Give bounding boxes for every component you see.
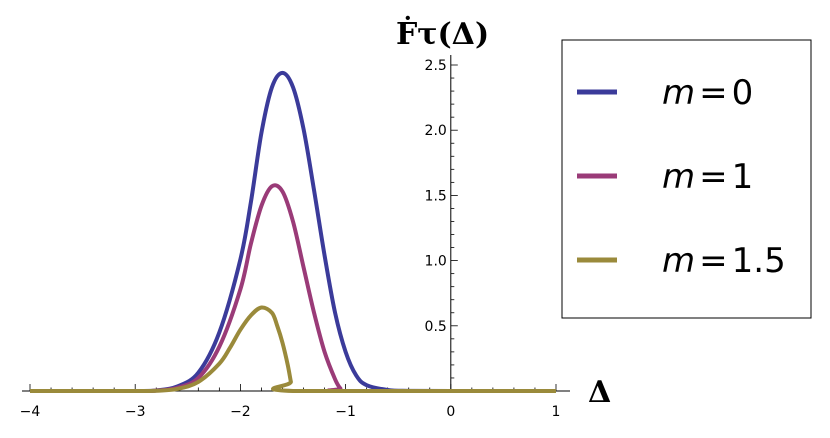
x-tick-label: −4 bbox=[20, 404, 41, 420]
legend-label-0: m = 0 bbox=[662, 73, 753, 113]
legend-box bbox=[561, 39, 812, 319]
axes: −4 −3 −2 −1 0 1 0.5 1.0 1.5 2.0 2.5 bbox=[20, 55, 570, 420]
legend-label-1: m = 1 bbox=[662, 157, 753, 197]
y-tick-label: 0.5 bbox=[425, 319, 447, 335]
legend-label-2: m = 1.5 bbox=[662, 241, 786, 281]
legend-variable: m bbox=[662, 241, 695, 281]
x-tick-label: −1 bbox=[335, 404, 356, 420]
legend-equals: = bbox=[699, 73, 728, 113]
x-axis-title: Δ bbox=[588, 375, 611, 410]
legend-equals: = bbox=[699, 157, 728, 197]
legend-value: 0 bbox=[732, 73, 754, 113]
legend-variable: m bbox=[662, 73, 695, 113]
y-tick-label: 1.5 bbox=[425, 188, 447, 204]
y-tick-label: 2.0 bbox=[425, 123, 447, 139]
legend-variable: m bbox=[662, 157, 695, 197]
legend: m = 0m = 1m = 1.5 bbox=[561, 39, 812, 319]
series-line-2 bbox=[30, 305, 556, 394]
y-tick-label: 2.5 bbox=[425, 58, 447, 74]
y-axis-title: Ḟτ(Δ) bbox=[396, 15, 489, 52]
series-curves bbox=[30, 70, 556, 394]
x-tick-label: −3 bbox=[125, 404, 146, 420]
series-line-0 bbox=[30, 70, 556, 393]
x-tick-label: −2 bbox=[230, 404, 251, 420]
y-tick-label: 1.0 bbox=[425, 254, 447, 270]
y-ticks: 0.5 1.0 1.5 2.0 2.5 bbox=[425, 58, 458, 379]
legend-equals: = bbox=[699, 241, 728, 281]
series-line-1 bbox=[30, 183, 556, 394]
legend-value: 1.5 bbox=[732, 241, 786, 281]
x-ticks: −4 −3 −2 −1 0 1 bbox=[20, 384, 561, 420]
legend-value: 1 bbox=[732, 157, 754, 197]
x-tick-label: 1 bbox=[552, 404, 561, 420]
legend-items: m = 0m = 1m = 1.5 bbox=[577, 73, 786, 281]
x-tick-label: 0 bbox=[446, 404, 455, 420]
